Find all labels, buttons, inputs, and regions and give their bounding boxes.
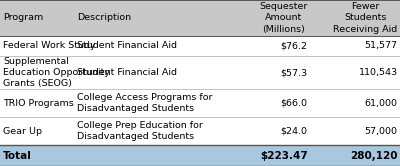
Text: Student Financial Aid: Student Financial Aid [77, 68, 177, 77]
Text: Total: Total [3, 151, 32, 161]
Text: 57,000: 57,000 [365, 126, 398, 136]
Text: 280,120: 280,120 [350, 151, 398, 161]
Bar [0, 0, 400, 36]
Text: Student Financial Aid: Student Financial Aid [77, 41, 177, 50]
Text: Program: Program [3, 13, 44, 22]
Text: Description: Description [77, 13, 131, 22]
Text: $76.2: $76.2 [281, 41, 308, 50]
Text: 51,577: 51,577 [365, 41, 398, 50]
Text: College Prep Education for
Disadvantaged Students: College Prep Education for Disadvantaged… [77, 121, 203, 141]
Text: $223.47: $223.47 [260, 151, 308, 161]
Text: Fewer
Students
Receiving Aid: Fewer Students Receiving Aid [333, 2, 398, 34]
Text: $24.0: $24.0 [281, 126, 308, 136]
Text: $66.0: $66.0 [281, 99, 308, 108]
Bar [0, 89, 400, 117]
Bar [0, 145, 400, 166]
Text: $57.3: $57.3 [280, 68, 308, 77]
Bar [0, 56, 400, 89]
Text: 110,543: 110,543 [358, 68, 398, 77]
Bar [0, 117, 400, 145]
Text: College Access Programs for
Disadvantaged Students: College Access Programs for Disadvantage… [77, 93, 213, 113]
Text: TRIO Programs: TRIO Programs [3, 99, 74, 108]
Text: Supplemental
Education Opportunity
Grants (SEOG): Supplemental Education Opportunity Grant… [3, 57, 110, 88]
Text: Sequester
Amount
(Millions): Sequester Amount (Millions) [259, 2, 308, 34]
Text: Federal Work Study: Federal Work Study [3, 41, 96, 50]
Bar [0, 36, 400, 56]
Text: Gear Up: Gear Up [3, 126, 42, 136]
Text: 61,000: 61,000 [365, 99, 398, 108]
